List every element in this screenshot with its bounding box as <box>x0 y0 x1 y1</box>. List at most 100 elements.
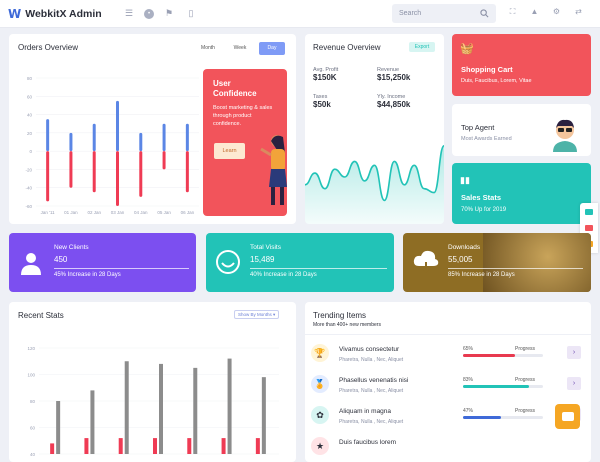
new-clients-divider <box>54 268 189 269</box>
total-visits-value: 15,489 <box>250 255 275 264</box>
negative-bar <box>185 151 189 193</box>
export-button[interactable]: Export <box>409 42 435 52</box>
grey-bar <box>193 367 198 454</box>
tab-day[interactable]: Day <box>259 42 285 55</box>
clipboard-icon[interactable]: ▯ <box>188 8 194 18</box>
agent-title: Top Agent <box>461 123 495 132</box>
trending-percent: 47% <box>463 408 474 414</box>
x-tick-label: 02 Jan <box>87 210 101 215</box>
stat-card-downloads: Downloads 55,005 85% Increase in 28 Days <box>403 233 591 292</box>
positive-bar <box>46 119 50 152</box>
revenue-overview-card: Revenue Overview Export Avg. Profit $150… <box>305 34 444 224</box>
menu-icon[interactable]: ☰ <box>124 8 134 18</box>
trending-name: Duis faucibus lorem <box>339 439 397 446</box>
x-tick-label: 06 Jan <box>181 210 195 215</box>
y-tick-label: 100 <box>27 373 35 378</box>
progress-track <box>463 354 543 357</box>
gear-badge-icon: ✿ <box>311 406 329 424</box>
tab-week[interactable]: Week <box>233 45 247 51</box>
y-tick-label: 60 <box>30 426 36 431</box>
sales-stats-card: ▮▮ Sales Stats 70% Up for 2019 <box>452 163 591 224</box>
image-icon[interactable] <box>585 225 593 231</box>
agent-avatar <box>553 119 577 152</box>
fullscreen-icon[interactable]: ⛶ <box>509 6 516 16</box>
grey-bar <box>124 361 129 454</box>
learn-button[interactable]: Learn <box>214 143 245 159</box>
grey-bar <box>261 377 266 454</box>
red-bar <box>153 438 157 454</box>
trending-sub: Pharetra, Nulla , Nec, Aliquet <box>339 357 404 363</box>
settings-icon[interactable]: ⚙ <box>552 7 561 16</box>
revenue-item-income: Yly. Income $44,850k <box>377 94 411 109</box>
y-tick-label: -60 <box>25 204 32 209</box>
progress-track <box>463 416 543 419</box>
chevron-right-icon[interactable]: › <box>567 377 581 390</box>
downloads-title: Downloads <box>448 244 481 251</box>
y-tick-label: 120 <box>27 346 35 351</box>
search-box[interactable]: Search <box>392 4 496 23</box>
negative-bar <box>139 151 143 197</box>
sales-sub: 70% Up for 2019 <box>461 207 507 213</box>
chevron-right-icon[interactable]: › <box>567 346 581 359</box>
downloads-divider <box>448 268 583 269</box>
y-tick-label: 80 <box>27 76 33 81</box>
downloads-bg-image <box>483 233 591 292</box>
orders-chart: 80 60 40 20 0 -20 -40 -60 Jan '11 01 Jan 02 Jan 03 … <box>25 76 199 215</box>
progress-fill <box>463 385 530 388</box>
flag-icon[interactable]: ⚑ <box>164 8 174 18</box>
swap-icon[interactable]: ⇄ <box>575 7 582 16</box>
y-tick-label: 60 <box>27 94 33 99</box>
y-tick-label: 40 <box>30 452 36 457</box>
downloads-sub: 85% Increase in 28 Days <box>448 272 515 278</box>
x-tick-label: 04 Jan <box>134 210 148 215</box>
red-bar <box>221 438 226 454</box>
tab-month[interactable]: Month <box>201 45 215 51</box>
negative-bar <box>92 151 96 193</box>
palette-icon[interactable] <box>585 209 593 215</box>
search-icon[interactable] <box>480 9 489 18</box>
positive-bar <box>139 132 143 152</box>
new-clients-sub: 45% Increase in 28 Days <box>54 272 121 278</box>
user-icon[interactable]: • <box>144 8 154 19</box>
chat-fab[interactable] <box>555 404 580 429</box>
trending-divider <box>305 334 591 335</box>
red-bar <box>84 438 89 454</box>
trending-sub: More than 400+ new members <box>313 322 381 328</box>
red-bar <box>118 438 123 454</box>
grey-bar <box>159 363 163 454</box>
grey-bar <box>90 390 95 454</box>
basket-icon: 🧺 <box>460 43 474 55</box>
progress-fill <box>463 354 515 357</box>
trending-row: 🏅 Phasellus venenatis nisi Pharetra, Nulla… <box>305 375 591 405</box>
search-placeholder: Search <box>399 10 422 17</box>
shopping-cart-card[interactable]: 🧺 Shopping Cart Duis, Faucibus, Lorem, V… <box>452 34 591 96</box>
trending-percent: 65% <box>463 346 474 352</box>
user-icon <box>21 253 41 275</box>
bell-icon[interactable]: ▲ <box>530 7 539 16</box>
trending-items-card: Trending Items More than 400+ new member… <box>305 302 591 462</box>
downloads-value: 55,005 <box>448 255 473 264</box>
trending-sub: Pharetra, Nulla , Nec, Aliquet <box>339 419 404 425</box>
revenue-area-chart <box>305 145 444 224</box>
grey-bar <box>227 358 232 454</box>
new-clients-title: New Clients <box>54 244 89 251</box>
confidence-title: User Confidence <box>213 79 257 98</box>
trending-row: 🏆 Vivamus consectetur Pharetra, Nulla , Ne… <box>305 344 591 374</box>
brand[interactable]: W WebkitX Admin <box>0 7 112 21</box>
woman-illustration <box>260 135 287 205</box>
logo-mark: W <box>8 6 22 21</box>
grey-bar <box>56 401 61 454</box>
recent-stats-card: Recent Stats Show By Months ▾ 120 100 80 60… <box>9 302 296 462</box>
revenue-line <box>305 145 444 202</box>
y-tick-label: 0 <box>29 149 32 154</box>
star-icon: ★ <box>311 437 329 455</box>
recent-stats-chart: 120 100 80 60 40 <box>27 346 279 457</box>
trending-progress-label: Progress <box>515 346 536 352</box>
show-by-months-dropdown[interactable]: Show By Months ▾ <box>234 310 280 319</box>
orders-overview-card: Orders Overview Month Week Day 80 60 40 20 0… <box>9 34 296 224</box>
revenue-area <box>305 145 444 224</box>
trending-sub: Pharetra, Nulla , Nec, Aliquet <box>339 388 404 394</box>
stat-card-new-clients: New Clients 450 45% Increase in 28 Days <box>9 233 196 292</box>
negative-bar <box>69 151 73 188</box>
revenue-title: Revenue Overview <box>313 43 381 52</box>
